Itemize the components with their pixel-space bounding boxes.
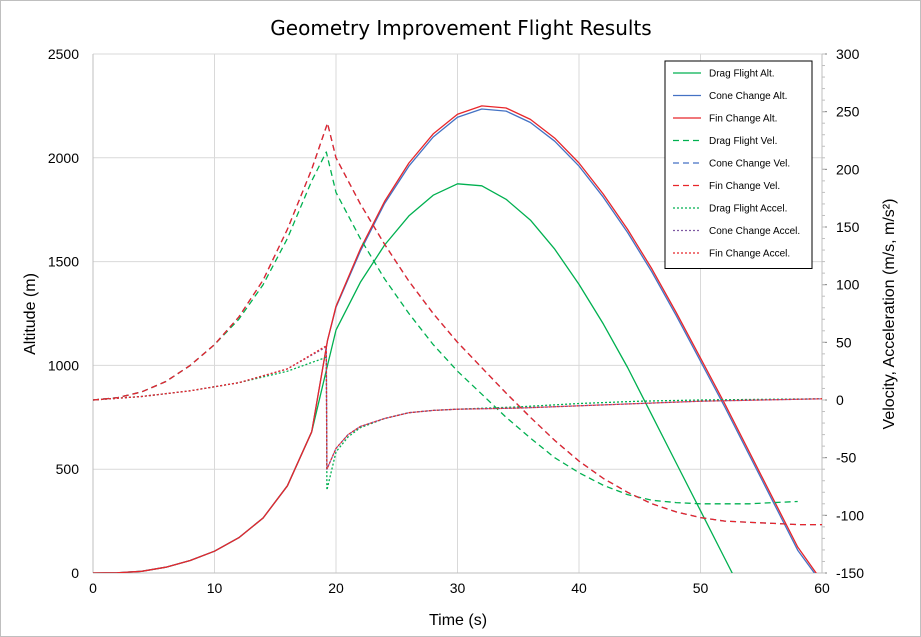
x-tick-label: 50 — [693, 580, 709, 596]
y2-tick-label: 100 — [836, 277, 860, 293]
chart-title: Geometry Improvement Flight Results — [270, 16, 651, 40]
x-tick-label: 30 — [450, 580, 466, 596]
y2-tick-label: 250 — [836, 104, 860, 120]
x-tick-label: 0 — [89, 580, 97, 596]
x-tick-label: 20 — [328, 580, 344, 596]
axes: 0 10 20 30 40 50 6005001000150020002500-150-10… — [48, 46, 864, 596]
legend-label-3: Drag Flight Vel. — [709, 136, 777, 147]
legend-label-4: Cone Change Vel. — [709, 159, 790, 170]
legend-label-8: Fin Change Accel. — [709, 249, 790, 260]
y-tick-label: 1500 — [48, 254, 79, 270]
legend-label-0: Drag Flight Alt. — [709, 69, 775, 80]
legend-label-2: Fin Change Alt. — [709, 114, 777, 125]
y2-axis-label: Velocity, Acceleration (m/s, m/s²) — [881, 199, 898, 430]
legend-label-7: Cone Change Accel. — [709, 226, 800, 237]
series-line-2 — [93, 105, 817, 573]
y2-tick-label: 200 — [836, 161, 860, 177]
legend-label-5: Fin Change Vel. — [709, 181, 780, 192]
y2-tick-label: 150 — [836, 219, 860, 235]
y2-tick-label: -50 — [836, 450, 856, 466]
series-line-5 — [93, 122, 822, 526]
x-axis-label: Time (s) — [429, 612, 487, 629]
series-line-8 — [93, 345, 822, 470]
y-axis-label: Altitude (m) — [22, 273, 39, 355]
x-tick-label: 10 — [207, 580, 223, 596]
y2-tick-label: 50 — [836, 334, 852, 350]
y2-tick-label: -150 — [836, 565, 864, 581]
legend: Drag Flight Alt. Cone Change Alt. Fin Chan… — [664, 60, 813, 269]
series-lines — [93, 105, 822, 573]
legend-label-1: Cone Change Alt. — [709, 91, 787, 102]
y2-tick-label: 300 — [836, 46, 860, 62]
series-line-7 — [93, 346, 822, 470]
x-tick-label: 40 — [571, 580, 587, 596]
y2-tick-label: -100 — [836, 507, 864, 523]
y-tick-label: 0 — [71, 565, 79, 581]
y-tick-label: 1000 — [48, 357, 79, 373]
x-tick-label: 60 — [814, 580, 830, 596]
y2-tick-label: 0 — [836, 392, 844, 408]
series-line-3 — [93, 151, 798, 505]
y-tick-label: 2500 — [48, 46, 79, 62]
legend-label-6: Drag Flight Accel. — [709, 204, 787, 215]
y-tick-label: 500 — [56, 461, 80, 477]
series-line-0 — [93, 183, 733, 573]
y-tick-label: 2000 — [48, 150, 79, 166]
